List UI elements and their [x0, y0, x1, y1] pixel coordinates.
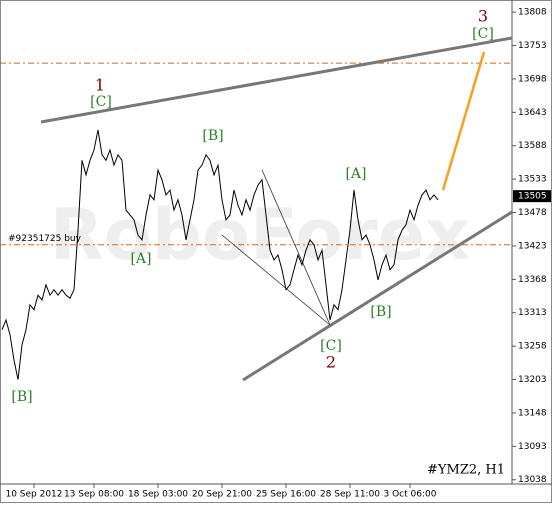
y-tick-label: 13368 [518, 275, 547, 285]
y-tick-label: 13478 [518, 208, 547, 218]
wave-label: [A] [345, 166, 366, 182]
wave-label: [C] [90, 94, 112, 110]
x-tick-label: 13 Sep 08:00 [64, 490, 124, 500]
y-tick-label: 13643 [518, 108, 547, 118]
price-line [1, 129, 439, 380]
x-tick-label: 18 Sep 03:00 [128, 490, 188, 500]
wave-label: 2 [326, 353, 336, 372]
wave-label: [B] [11, 389, 32, 405]
y-tick-label: 13533 [518, 175, 547, 185]
wave-label: [B] [370, 304, 391, 320]
x-tick-label: 28 Sep 11:00 [320, 490, 380, 500]
wave-label: [C] [472, 26, 494, 42]
y-tick-label: 13313 [518, 308, 547, 318]
wave-label: [C] [320, 338, 342, 354]
trend-line [242, 210, 513, 382]
x-tick-label: 20 Sep 21:00 [192, 490, 252, 500]
y-tick-label: 13698 [518, 74, 547, 84]
forecast-line [441, 51, 486, 191]
level-label: #92351725 buy [8, 234, 82, 244]
current-price-box [513, 190, 551, 203]
x-tick-label: 10 Sep 2012 [5, 490, 62, 500]
y-tick-label: 13258 [518, 342, 547, 352]
y-tick-label: 13423 [518, 241, 547, 251]
y-tick-label: 13038 [518, 475, 547, 485]
wave-label: 3 [478, 7, 488, 26]
y-tick-label: 13808 [518, 8, 547, 18]
symbol-label: #YMZ2, H1 [427, 463, 505, 478]
wave-label: [A] [130, 251, 151, 267]
channel-line [221, 234, 331, 326]
trend-line [40, 36, 513, 124]
channel-line [261, 169, 331, 326]
y-tick-label: 13148 [518, 408, 547, 418]
wave-label: [B] [202, 128, 223, 144]
y-tick-label: 13203 [518, 375, 547, 385]
watermark: RoboForex [50, 194, 470, 276]
x-tick-label: 25 Sep 16:00 [256, 490, 316, 500]
current-price-label: 13505 [518, 192, 547, 202]
y-tick-label: 13588 [518, 141, 547, 151]
x-tick-label: 3 Oct 06:00 [384, 490, 437, 500]
y-tick-label: 13753 [518, 41, 547, 51]
y-tick-label: 13093 [518, 442, 547, 452]
wave-label: 1 [95, 76, 105, 95]
